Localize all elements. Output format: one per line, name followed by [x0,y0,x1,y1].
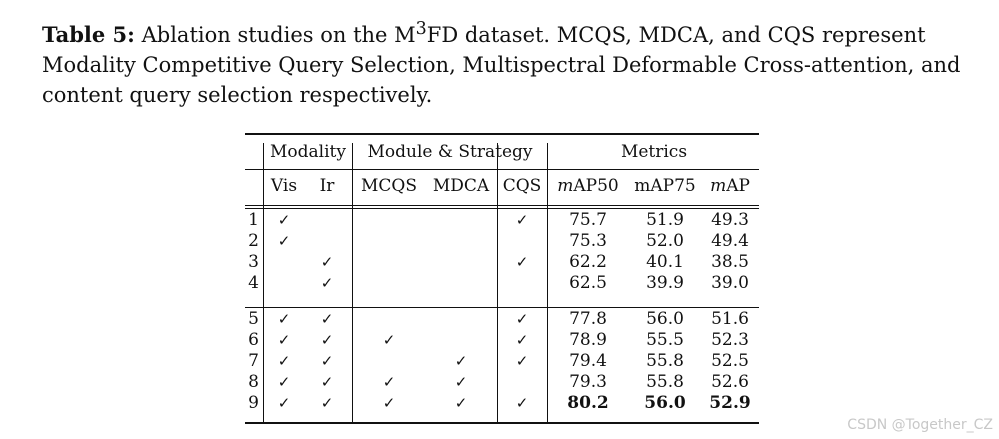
row-6-map75: 55.5 [646,330,684,350]
row-3-map: 38.5 [711,252,749,272]
vrule-after-modality [352,143,353,422]
row-9-vis-check-icon: ✓ [277,394,291,412]
row-8-index: 8 [248,372,259,392]
row-3-map50: 62.2 [569,252,607,272]
col-header-map50-rest: AP50 [573,176,619,196]
row-6-index: 6 [248,330,259,350]
row-4-map: 39.0 [711,273,749,293]
row-6-ir-check-icon: ✓ [320,331,334,349]
row-9-map50: 80.2 [567,393,609,413]
row-4-index: 4 [248,273,259,293]
col-header-cqs: CQS [502,176,542,196]
row-2-vis-check-icon: ✓ [277,232,291,250]
row-4-map50: 62.5 [569,273,607,293]
row-6-vis-check-icon: ✓ [277,331,291,349]
row-5-cqs-check-icon: ✓ [515,310,529,328]
row-5-map75: 56.0 [646,309,684,329]
row-1-map: 49.3 [711,210,749,230]
row-3-index: 3 [248,252,259,272]
header-rule-2 [245,208,759,209]
row-7-index: 7 [248,351,259,371]
group-header-module: Module & Strategy [367,142,533,162]
bottom-rule [245,422,759,424]
col-header-map-m: m [710,176,727,196]
col-header-map75: mAP75 [634,176,696,196]
group-header-metrics: Metrics [620,142,688,162]
caption-label: Table 5: [42,22,135,47]
row-6-map50: 78.9 [569,330,607,350]
row-7-cqs-check-icon: ✓ [515,352,529,370]
row-4-map75: 39.9 [646,273,684,293]
col-header-ir: Ir [319,176,335,196]
row-2-index: 2 [248,231,259,251]
table-caption: Table 5: Ablation studies on the M3FD da… [42,14,972,110]
block-separator-rule [245,307,759,308]
col-header-map: mAP [710,176,750,197]
caption-text-start: Ablation studies on the M [134,23,416,47]
row-2-map: 49.4 [711,231,749,251]
row-9-map75: 56.0 [644,393,686,413]
vrule-after-cqs [547,143,548,422]
row-5-ir-check-icon: ✓ [320,310,334,328]
row-9-mcqs-check-icon: ✓ [382,394,396,412]
col-header-mcqs: MCQS [361,176,417,196]
row-1-map50: 75.7 [569,210,607,230]
row-8-ir-check-icon: ✓ [320,373,334,391]
watermark: CSDN @Together_CZ [847,417,993,433]
row-6-map: 52.3 [711,330,749,350]
top-rule [245,133,759,135]
row-7-map: 52.5 [711,351,749,371]
row-5-index: 5 [248,309,259,329]
group-header-rule [245,169,759,170]
row-3-ir-check-icon: ✓ [320,253,334,271]
row-8-mdca-check-icon: ✓ [454,373,468,391]
row-8-map75: 55.8 [646,372,684,392]
row-3-map75: 40.1 [646,252,684,272]
row-4-ir-check-icon: ✓ [320,274,334,292]
row-9-mdca-check-icon: ✓ [454,394,468,412]
row-7-mdca-check-icon: ✓ [454,352,468,370]
row-1-index: 1 [248,210,259,230]
row-5-vis-check-icon: ✓ [277,310,291,328]
row-2-map50: 75.3 [569,231,607,251]
row-6-mcqs-check-icon: ✓ [382,331,396,349]
col-header-map50: mAP50 [557,176,618,197]
row-1-cqs-check-icon: ✓ [515,211,529,229]
row-2-map75: 52.0 [646,231,684,251]
caption-superscript: 3 [415,19,427,39]
ablation-table: Modality Module & Strategy Metrics Vis I… [245,133,759,424]
row-8-map: 52.6 [711,372,749,392]
caption-text-end: FD dataset. MCQS, MDCA, and CQS represen… [42,23,961,107]
row-9-index: 9 [248,393,259,413]
row-9-ir-check-icon: ✓ [320,394,334,412]
row-7-map75: 55.8 [646,351,684,371]
row-5-map: 51.6 [711,309,749,329]
vrule-after-index [263,143,264,422]
col-header-map-rest: AP [726,176,750,196]
col-header-mdca: MDCA [432,176,490,196]
row-3-cqs-check-icon: ✓ [515,253,529,271]
row-7-vis-check-icon: ✓ [277,352,291,370]
row-6-cqs-check-icon: ✓ [515,331,529,349]
row-9-map: 52.9 [709,393,751,413]
row-1-vis-check-icon: ✓ [277,211,291,229]
col-header-map50-m: m [557,176,574,196]
row-8-mcqs-check-icon: ✓ [382,373,396,391]
row-7-ir-check-icon: ✓ [320,352,334,370]
row-8-vis-check-icon: ✓ [277,373,291,391]
group-header-modality: Modality [270,142,346,162]
vrule-after-module [497,143,498,422]
col-header-vis: Vis [270,176,298,196]
header-rule [245,205,759,206]
row-7-map50: 79.4 [569,351,607,371]
row-9-cqs-check-icon: ✓ [515,394,529,412]
row-1-map75: 51.9 [646,210,684,230]
row-5-map50: 77.8 [569,309,607,329]
row-8-map50: 79.3 [569,372,607,392]
